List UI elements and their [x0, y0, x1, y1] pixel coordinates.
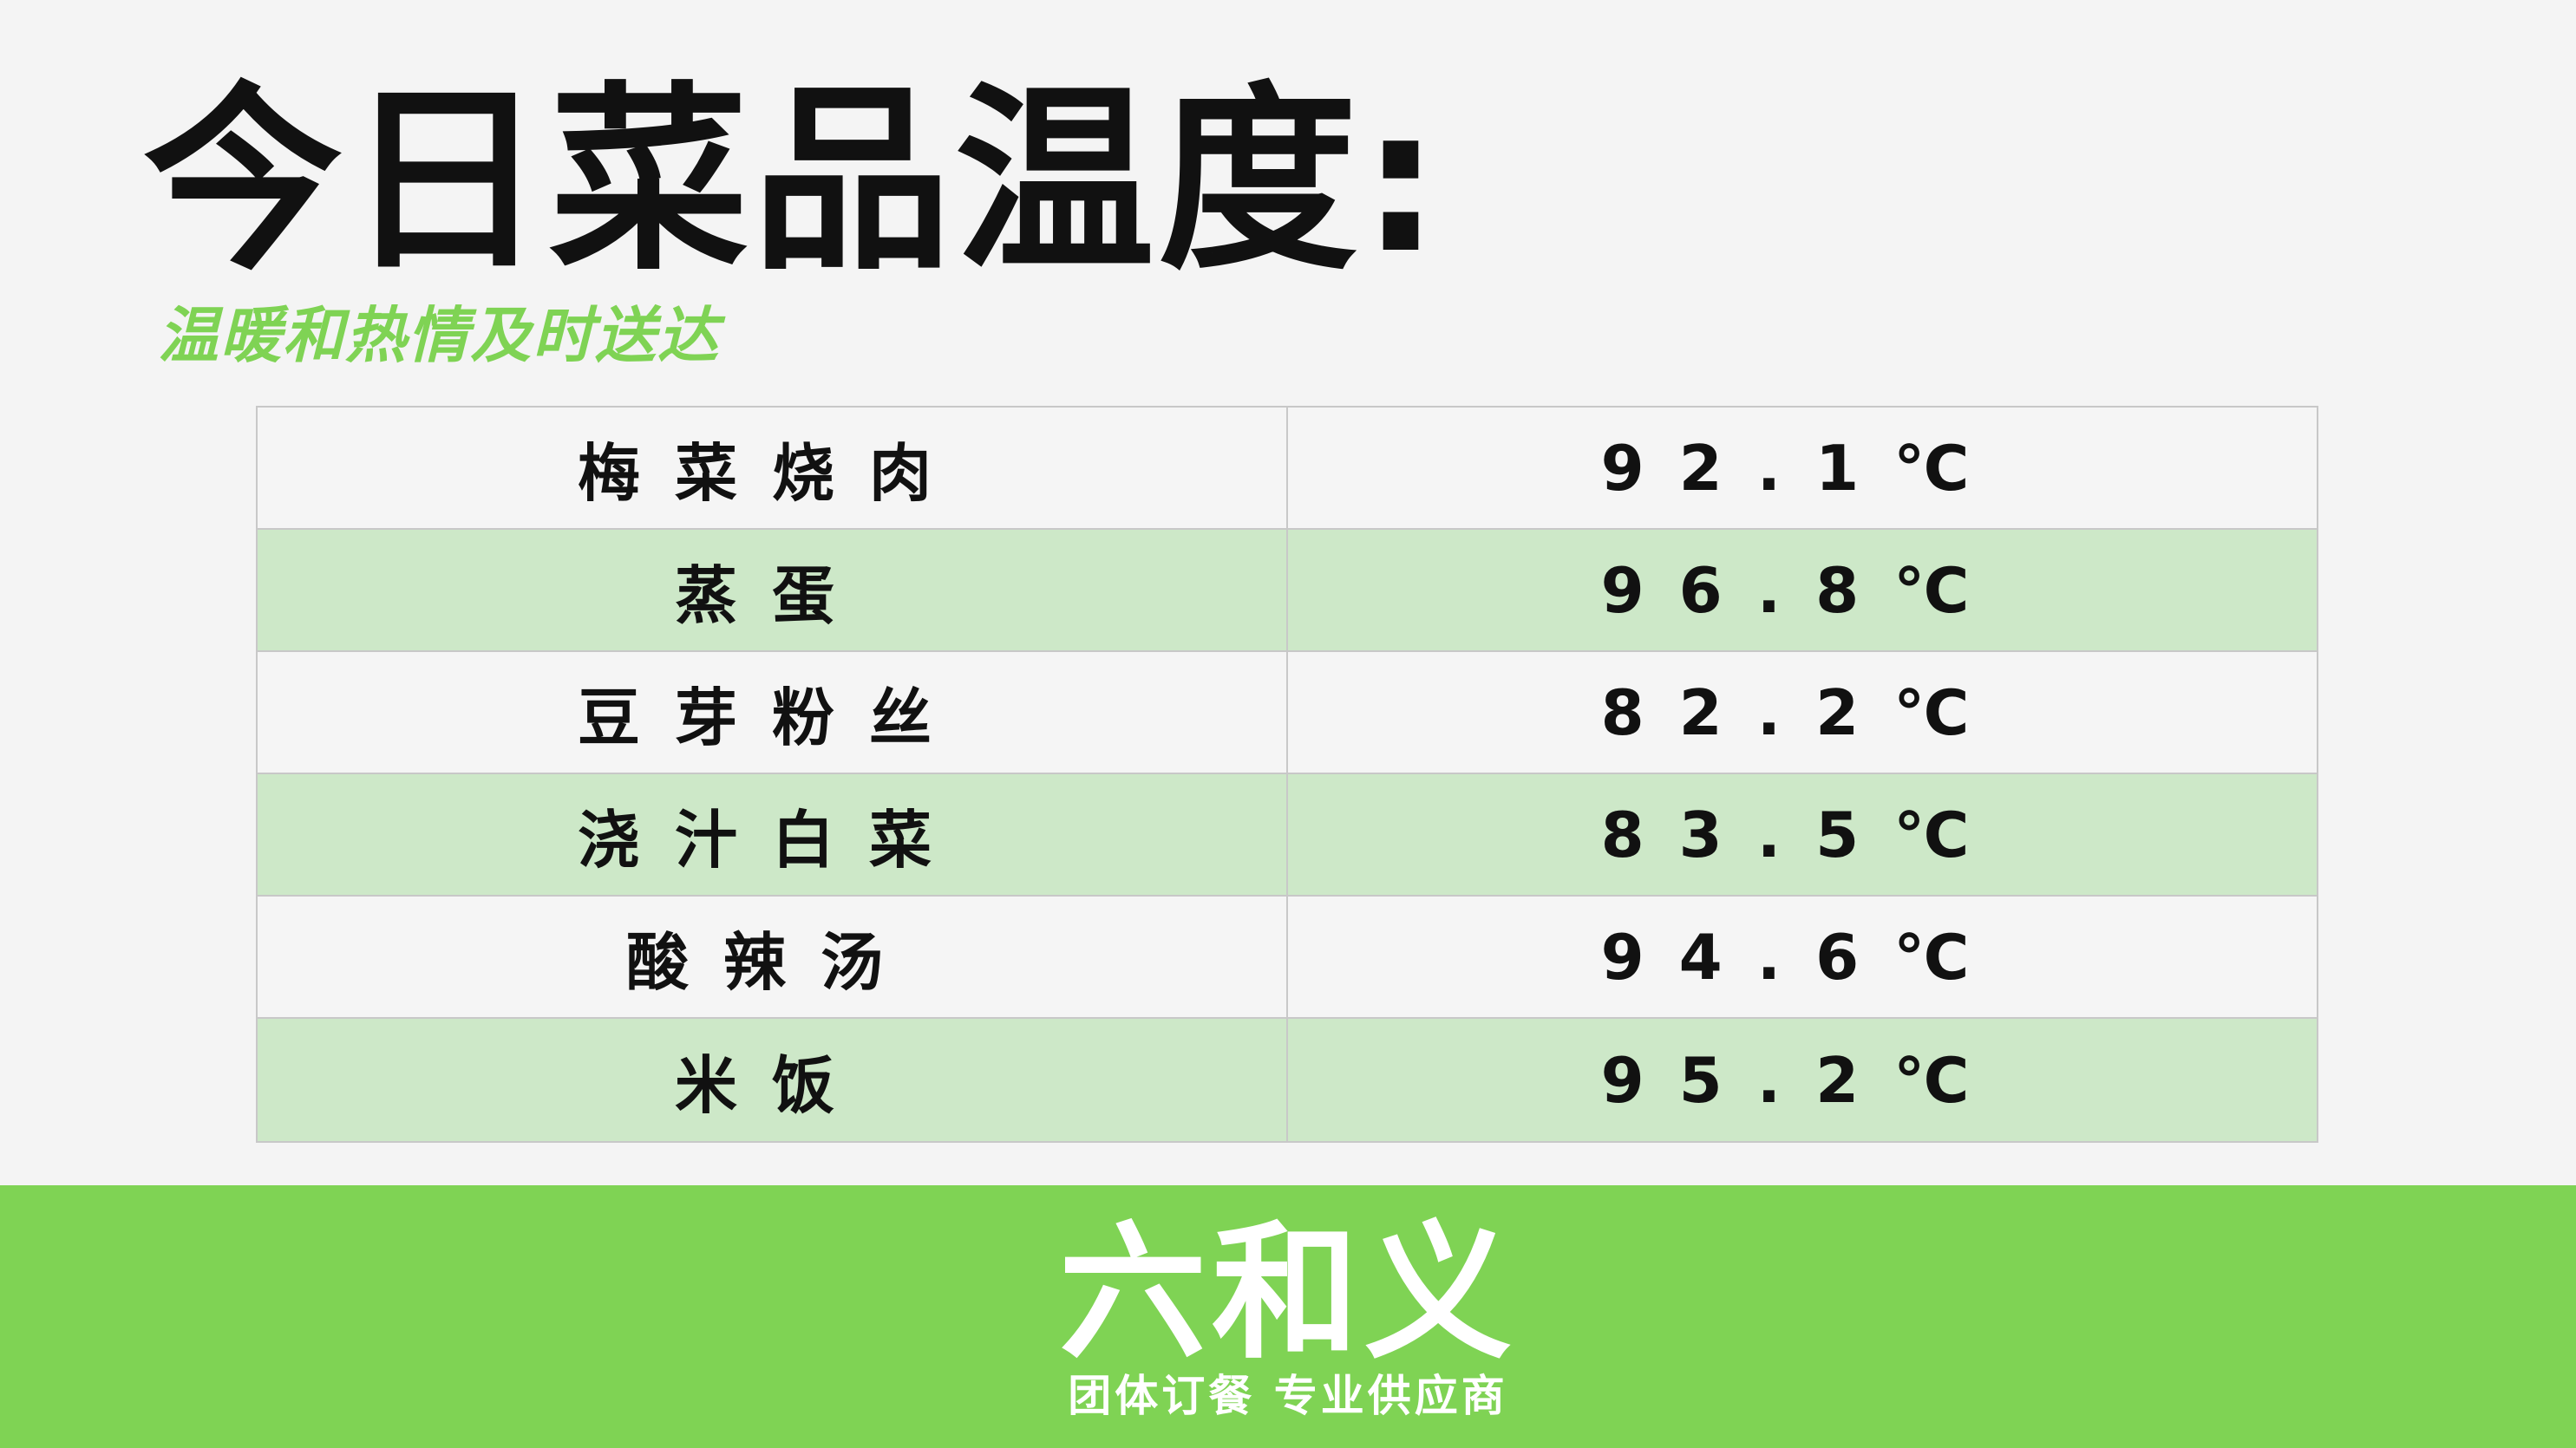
table-row: 浇汁白菜 83.5℃ [258, 774, 2317, 897]
temperature-table: 梅菜烧肉 92.1℃ 蒸蛋 96.8℃ 豆芽粉丝 82.2℃ 浇汁白菜 83.5… [256, 406, 2318, 1143]
dish-name: 米饭 [258, 1019, 1288, 1141]
dish-name: 豆芽粉丝 [258, 652, 1288, 773]
brand-logo: 六和义 [1058, 1208, 1517, 1380]
dish-name: 浇汁白菜 [258, 774, 1288, 895]
table-row: 豆芽粉丝 82.2℃ [258, 652, 2317, 774]
dish-temperature: 94.6℃ [1600, 920, 2004, 994]
page-title: 今日菜品温度: [143, 66, 1444, 297]
dish-name: 蒸蛋 [258, 530, 1288, 650]
dish-temperature: 95.2℃ [1600, 1043, 2004, 1117]
dish-name: 梅菜烧肉 [258, 408, 1288, 528]
table-row: 酸辣汤 94.6℃ [258, 897, 2317, 1019]
table-row: 蒸蛋 96.8℃ [258, 530, 2317, 652]
dish-name: 酸辣汤 [258, 897, 1288, 1017]
brand-tagline: 团体订餐 专业供应商 [1068, 1371, 1508, 1421]
dish-temperature: 96.8℃ [1600, 553, 2004, 627]
dish-temperature: 92.1℃ [1600, 431, 2004, 505]
footer-banner: 六和义 团体订餐 专业供应商 [0, 1185, 2576, 1448]
table-row: 米饭 95.2℃ [258, 1019, 2317, 1141]
dish-temperature: 83.5℃ [1600, 798, 2004, 871]
dish-temperature: 82.2℃ [1600, 675, 2004, 749]
table-row: 梅菜烧肉 92.1℃ [258, 408, 2317, 530]
page-subtitle: 温暖和热情及时送达 [158, 300, 720, 371]
